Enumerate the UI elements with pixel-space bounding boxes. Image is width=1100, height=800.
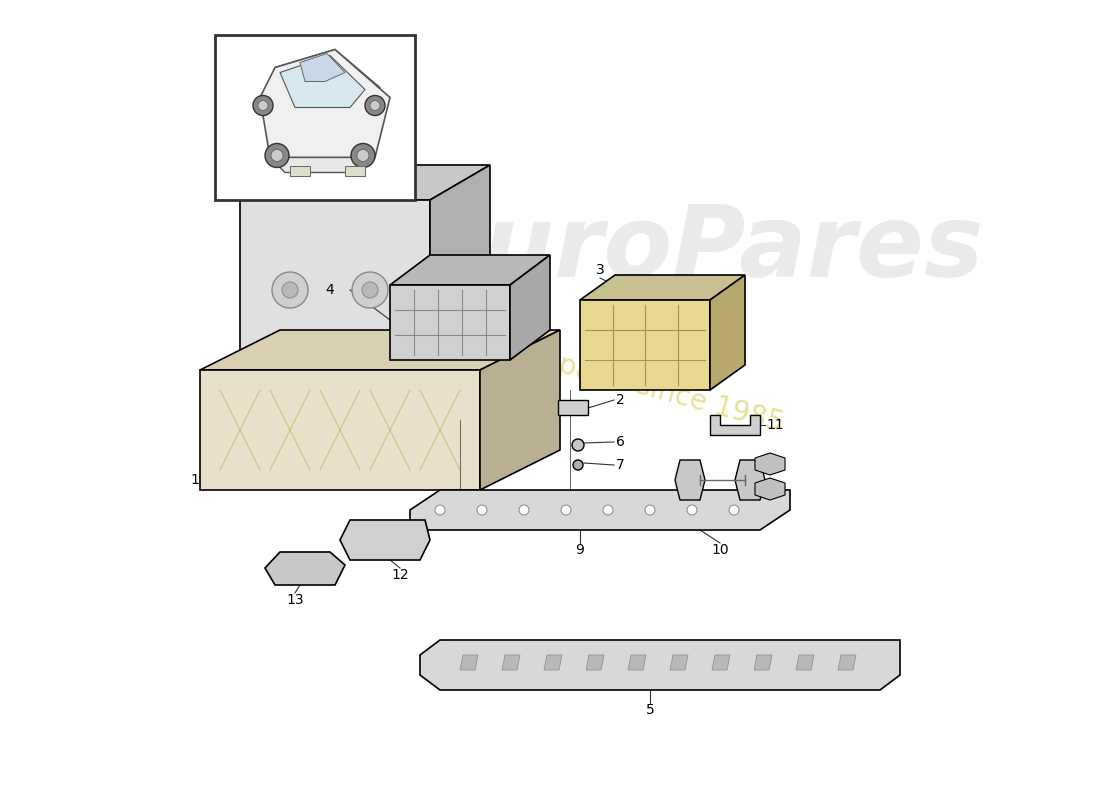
Circle shape xyxy=(370,101,379,110)
Polygon shape xyxy=(300,54,345,82)
Polygon shape xyxy=(586,655,604,670)
Polygon shape xyxy=(410,490,790,530)
Polygon shape xyxy=(544,655,562,670)
Bar xyxy=(558,400,589,415)
Polygon shape xyxy=(240,200,430,380)
Circle shape xyxy=(561,505,571,515)
Polygon shape xyxy=(420,640,900,690)
Circle shape xyxy=(362,282,378,298)
Polygon shape xyxy=(675,460,705,500)
Text: 1: 1 xyxy=(190,473,199,487)
Circle shape xyxy=(729,505,739,515)
Text: 5: 5 xyxy=(646,703,654,717)
Text: 4: 4 xyxy=(326,283,334,297)
Polygon shape xyxy=(628,655,646,670)
Polygon shape xyxy=(390,285,510,360)
Circle shape xyxy=(434,505,446,515)
Polygon shape xyxy=(580,275,745,300)
Polygon shape xyxy=(755,478,785,500)
Text: 6: 6 xyxy=(616,435,625,449)
Circle shape xyxy=(352,272,388,308)
Polygon shape xyxy=(670,655,688,670)
Circle shape xyxy=(272,272,308,308)
Polygon shape xyxy=(480,330,560,490)
Polygon shape xyxy=(754,655,772,670)
Polygon shape xyxy=(710,415,760,435)
Polygon shape xyxy=(580,300,710,390)
Polygon shape xyxy=(838,655,856,670)
Polygon shape xyxy=(200,330,560,370)
Bar xyxy=(345,166,365,175)
Polygon shape xyxy=(755,453,785,475)
Polygon shape xyxy=(270,158,375,173)
Text: 12: 12 xyxy=(392,568,409,582)
Bar xyxy=(214,35,415,200)
Polygon shape xyxy=(796,655,814,670)
Text: a passion for parts since 1985: a passion for parts since 1985 xyxy=(374,302,786,438)
Text: 11: 11 xyxy=(766,418,784,432)
Text: 7: 7 xyxy=(616,458,625,472)
Circle shape xyxy=(688,505,697,515)
Circle shape xyxy=(645,505,654,515)
Polygon shape xyxy=(340,520,430,560)
Polygon shape xyxy=(240,165,490,200)
Circle shape xyxy=(351,143,375,167)
Polygon shape xyxy=(510,255,550,360)
Polygon shape xyxy=(280,55,365,107)
Circle shape xyxy=(253,95,273,115)
Circle shape xyxy=(572,439,584,451)
Text: 10: 10 xyxy=(712,543,729,557)
Text: euroPares: euroPares xyxy=(416,202,984,298)
Polygon shape xyxy=(265,552,345,585)
Text: 9: 9 xyxy=(575,543,584,557)
Circle shape xyxy=(358,150,368,162)
Polygon shape xyxy=(260,50,390,158)
Circle shape xyxy=(258,101,268,110)
Circle shape xyxy=(477,505,487,515)
Polygon shape xyxy=(430,165,490,380)
Text: 13: 13 xyxy=(286,593,304,607)
Polygon shape xyxy=(390,255,550,285)
Polygon shape xyxy=(710,275,745,390)
Circle shape xyxy=(265,143,289,167)
Bar xyxy=(290,166,310,175)
Circle shape xyxy=(519,505,529,515)
Polygon shape xyxy=(200,370,480,490)
Polygon shape xyxy=(460,655,478,670)
Circle shape xyxy=(573,460,583,470)
Text: 3: 3 xyxy=(595,263,604,277)
Polygon shape xyxy=(502,655,520,670)
Circle shape xyxy=(365,95,385,115)
Polygon shape xyxy=(735,460,764,500)
Text: 2: 2 xyxy=(616,393,625,407)
Circle shape xyxy=(282,282,298,298)
Circle shape xyxy=(603,505,613,515)
Circle shape xyxy=(271,150,283,162)
Polygon shape xyxy=(712,655,730,670)
